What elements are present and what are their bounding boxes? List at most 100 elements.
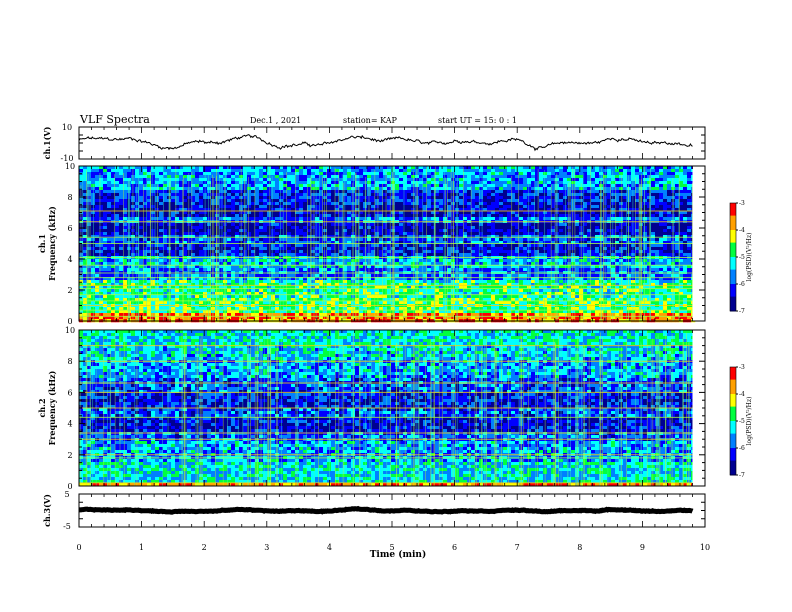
spectrogram-cell [623,205,628,209]
spectrogram-cell [175,229,180,233]
spectrogram-cell [331,205,336,209]
spectrogram-cell [163,244,168,248]
spectrogram-cell [183,199,188,203]
spectrogram-cell [171,178,176,182]
spectrogram-cell [563,205,568,209]
spectrogram-cell [171,247,176,251]
spectrogram-cell [643,235,648,239]
spectrogram-cell [387,187,392,191]
spectrogram-cell [543,202,548,206]
spectrogram-cell [519,178,524,182]
spectrogram-cell [299,208,304,212]
spectrogram-cell [143,196,148,200]
spectrogram-cell [299,253,304,257]
spectrogram-cell [427,190,432,194]
spectrogram-cell [323,181,328,185]
spectrogram-cell [483,235,488,239]
spectrogram-cell [119,214,124,218]
spectrogram-cell [655,238,660,242]
spectrogram-cell [335,202,340,206]
spectrogram-cell [295,181,300,185]
spectrogram-cell [167,166,172,170]
spectrogram-cell [87,223,92,227]
spectrogram-cell [191,235,196,239]
spectrogram-cell [651,214,656,218]
spectrogram-cell [479,217,484,221]
spectrogram-cell [99,205,104,209]
spectrogram-cell [419,211,424,215]
spectrogram-cell [247,187,252,191]
spectrogram-cell [211,175,216,179]
spectrogram-cell [483,208,488,212]
spectrogram-cell [175,184,180,188]
spectrogram-cell [507,175,512,179]
spectrogram-cell [347,199,352,203]
spectrogram-cell [299,223,304,227]
spectrogram-cell [259,235,264,239]
spectrogram-cell [263,184,268,188]
spectrogram-cell [183,241,188,245]
spectrogram-cell [299,184,304,188]
spectrogram-cell [183,223,188,227]
spectrogram-cell [287,241,292,245]
spectrogram-cell [83,208,88,212]
spectrogram-cell [475,169,480,173]
spectrogram-cell [651,229,656,233]
spectrogram-cell [611,169,616,173]
spectrogram-cell [439,232,444,236]
spectrogram-cell [551,253,556,257]
spectrogram-cell [679,226,684,230]
spectrogram-cell [507,253,512,257]
spectrogram-cell [363,169,368,173]
spectrogram-cell [143,172,148,176]
spectrogram-cell [663,223,668,227]
spectrogram-cell [435,190,440,194]
spectrogram-cell [431,238,436,242]
spectrogram-cell [431,229,436,233]
spectrogram-cell [275,259,280,263]
spectrogram-cell [519,244,524,248]
spectrogram-cell [571,229,576,233]
spectrogram-cell [407,226,412,230]
spectrogram-cell [363,175,368,179]
spectrogram-cell [235,202,240,206]
spectrogram-cell [627,187,632,191]
spectrogram-cell [331,223,336,227]
y-axis-label: ch.1(V) [42,126,52,159]
spectrogram-cell [255,226,260,230]
spectrogram-cell [619,247,624,251]
start-time-label: start UT = 15: 0 : 1 [438,116,517,125]
spectrogram-cell [151,211,156,215]
spectrogram-cell [151,235,156,239]
spectrogram-cell [155,217,160,221]
spectrogram-cell [315,232,320,236]
spectrogram-cell [559,247,564,251]
spectrogram-cell [163,214,168,218]
spectrogram-cell [223,238,228,242]
spectrogram-cell [571,196,576,200]
spectrogram-cell [619,172,624,176]
spectrogram-cell [247,172,252,176]
spectrogram-cell [103,241,108,245]
spectrogram-cell [215,247,220,251]
spectrogram-cell [535,181,540,185]
spectrogram-cell [327,229,332,233]
spectrogram-cell [331,193,336,197]
spectrogram-cell [571,232,576,236]
spectrogram-cell [331,214,336,218]
spectrogram-cell [627,181,632,185]
spectrogram-cell [155,178,160,182]
spectrogram-cell [487,172,492,176]
spectrogram-cell [523,232,528,236]
spectrogram-cell [667,229,672,233]
spectrogram-cell [495,193,500,197]
spectrogram-cell [619,205,624,209]
spectrogram-cell [347,244,352,248]
spectrogram-cell [615,205,620,209]
spectrogram-cell [339,205,344,209]
spectrogram-cell [359,223,364,227]
spectrogram-cell [567,175,572,179]
spectrogram-cell [339,238,344,242]
spectrogram-cell [431,187,436,191]
spectrogram-cell [379,205,384,209]
